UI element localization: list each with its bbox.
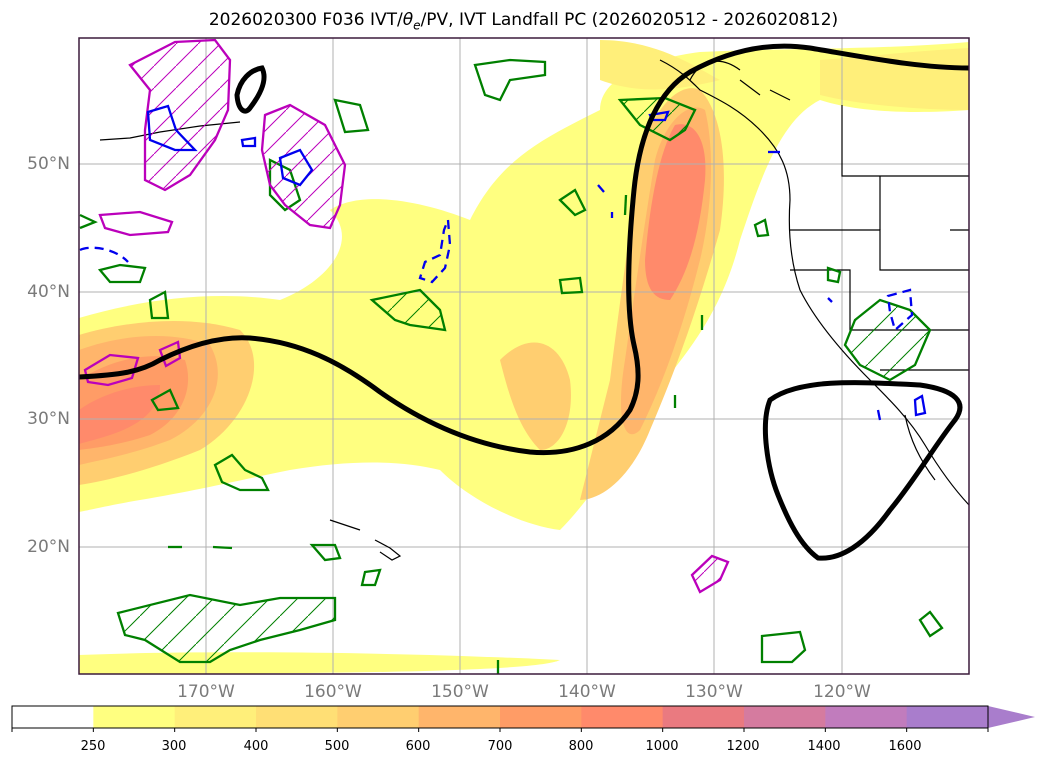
colorbar-swatches xyxy=(12,706,989,728)
lat-label-30: 30°N xyxy=(27,409,70,429)
pv-positive-contours xyxy=(83,38,730,594)
lon-label-140w: 140°W xyxy=(558,682,616,702)
colorbar-swatch xyxy=(581,706,664,728)
ivt-landfall-pc-contours xyxy=(79,43,969,561)
colorbar-label-300: 300 xyxy=(161,739,187,754)
colorbar-label-1200: 1200 xyxy=(726,739,760,754)
map-frame xyxy=(78,37,970,675)
lat-label-50: 50°N xyxy=(27,154,70,174)
colorbar-label-600: 600 xyxy=(405,739,431,754)
pv-negative-contours xyxy=(79,104,927,421)
lon-label-160w: 160°W xyxy=(304,682,362,702)
colorbar-label-800: 800 xyxy=(568,739,594,754)
lon-label-130w: 130°W xyxy=(685,682,743,702)
colorbar-swatch xyxy=(662,706,745,728)
colorbar-label-1600: 1600 xyxy=(888,739,922,754)
colorbar-swatch xyxy=(744,706,826,728)
colorbar xyxy=(11,705,1035,732)
lon-label-150w: 150°W xyxy=(431,682,489,702)
colorbar-swatch xyxy=(256,706,338,728)
colorbar-label-1400: 1400 xyxy=(807,739,841,754)
colorbar-label-700: 700 xyxy=(487,739,513,754)
colorbar-swatch xyxy=(825,706,908,728)
colorbar-swatch xyxy=(174,706,257,728)
colorbar-swatch xyxy=(500,706,582,728)
map-title: 2026020300 F036 IVT/θe/PV, IVT Landfall … xyxy=(208,10,839,33)
colorbar-label-500: 500 xyxy=(324,739,350,754)
colorbar-label-250: 250 xyxy=(80,739,106,754)
lon-label-120w: 120°W xyxy=(813,682,871,702)
colorbar-label-400: 400 xyxy=(243,739,269,754)
colorbar-swatch xyxy=(93,706,176,728)
lat-label-40: 40°N xyxy=(27,282,70,302)
colorbar-swatch xyxy=(337,706,420,728)
colorbar-swatch xyxy=(418,706,501,728)
lon-label-170w: 170°W xyxy=(177,682,235,702)
colorbar-extend-arrow xyxy=(988,706,1035,728)
colorbar-swatch xyxy=(12,706,94,728)
ivt-shading xyxy=(79,40,969,674)
lat-label-20: 20°N xyxy=(27,537,70,557)
colorbar-label-1000: 1000 xyxy=(645,739,679,754)
colorbar-swatch xyxy=(906,706,989,728)
